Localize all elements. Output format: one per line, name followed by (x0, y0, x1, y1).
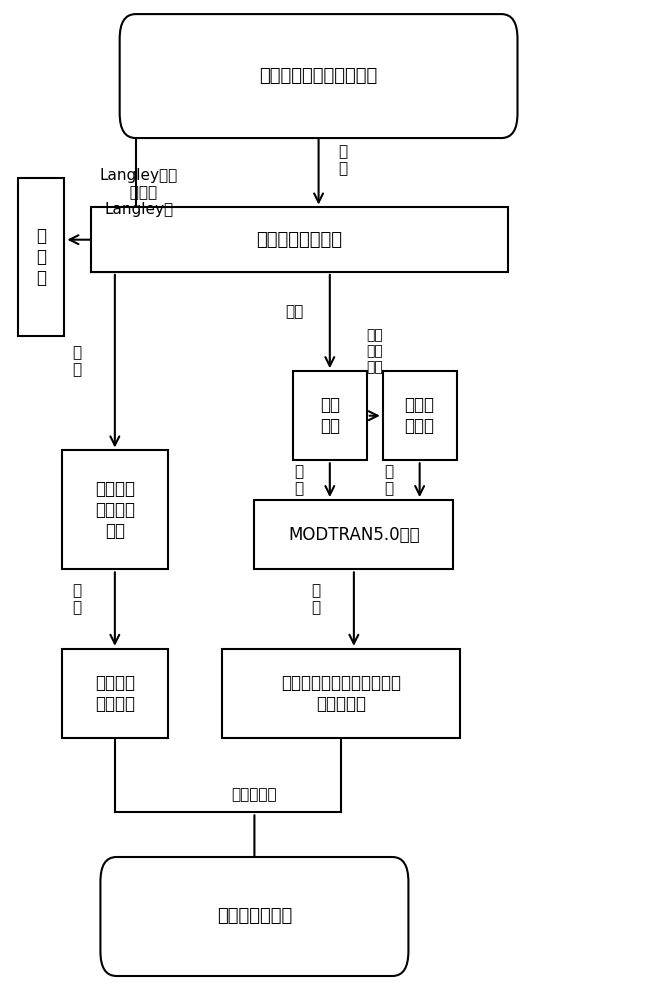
Text: 融
入: 融 入 (384, 464, 393, 496)
Text: 水汽
廓线
修正: 水汽 廓线 修正 (367, 328, 383, 374)
Bar (222, 649, 460, 738)
Text: 激光宽波
段总光学
厚度: 激光宽波 段总光学 厚度 (95, 480, 135, 540)
Bar (18, 178, 64, 336)
Text: 激光波段水汽窄带透过率和
宽带透过率: 激光波段水汽窄带透过率和 宽带透过率 (281, 674, 401, 713)
Text: 融
入: 融 入 (294, 464, 304, 496)
Text: 计
算: 计 算 (72, 583, 81, 615)
Text: 激光宽波
段透过率: 激光宽波 段透过率 (95, 674, 135, 713)
Text: 太阳宽谱直接辐射: 太阳宽谱直接辐射 (256, 231, 343, 249)
FancyBboxPatch shape (100, 857, 408, 976)
Bar (62, 649, 168, 738)
FancyBboxPatch shape (120, 14, 517, 138)
Bar (62, 450, 168, 569)
Bar (91, 207, 508, 272)
Text: 测
量: 测 量 (339, 144, 348, 177)
Text: MODTRAN5.0代码: MODTRAN5.0代码 (288, 526, 420, 544)
Bar (254, 500, 453, 569)
Text: 红外激光波段太阳辐射计: 红外激光波段太阳辐射计 (259, 67, 378, 85)
Text: 水汽
总量: 水汽 总量 (320, 396, 340, 435)
Text: 透过率修正: 透过率修正 (231, 787, 278, 802)
Text: 反演: 反演 (285, 304, 304, 319)
Bar (383, 371, 456, 460)
Text: 定
标
值: 定 标 值 (36, 227, 46, 287)
Text: 当地大
气模式: 当地大 气模式 (405, 396, 435, 435)
Text: 计
算: 计 算 (311, 583, 320, 615)
Text: 激光谱线透过率: 激光谱线透过率 (217, 908, 292, 926)
Text: 计
算: 计 算 (72, 345, 81, 377)
Text: Langley法、
  改进的
Langley法: Langley法、 改进的 Langley法 (100, 168, 178, 217)
Bar (293, 371, 367, 460)
